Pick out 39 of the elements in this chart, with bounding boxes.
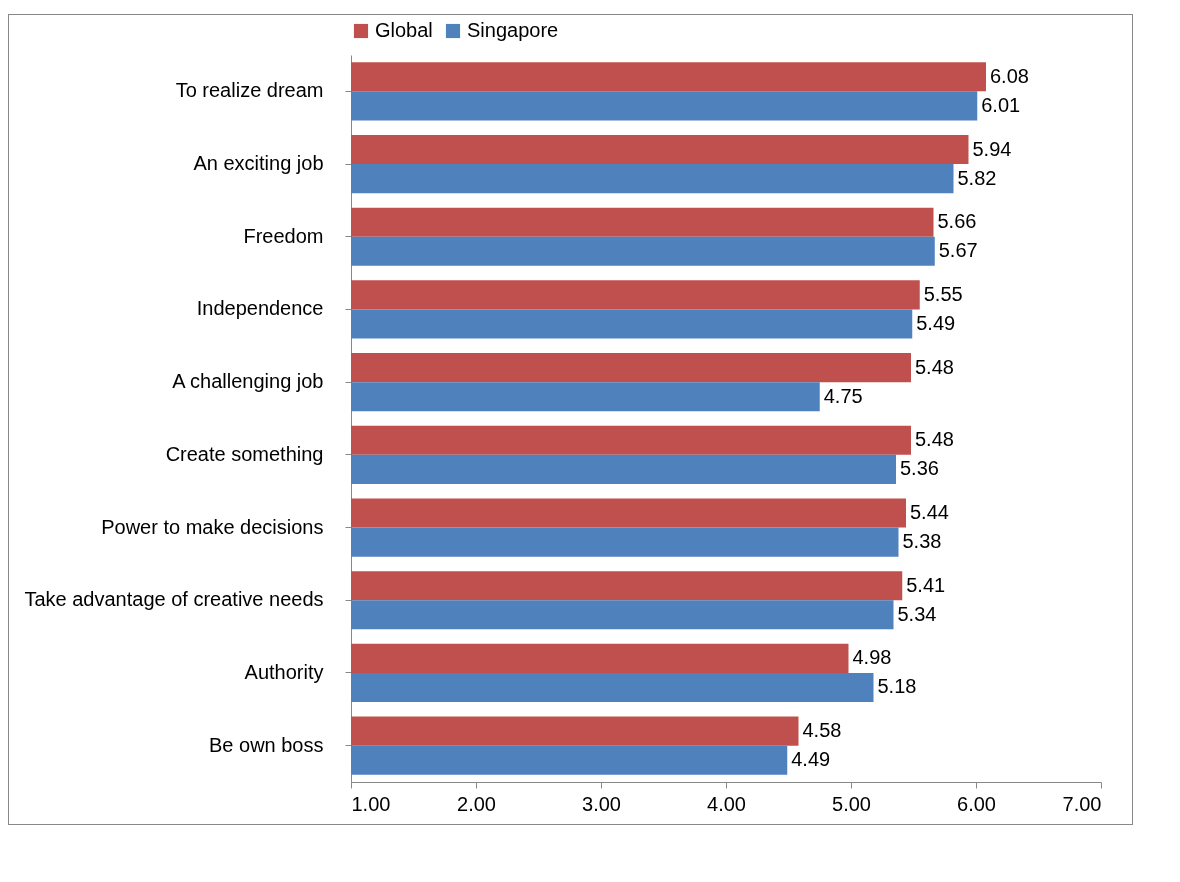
x-tick-label: 2.00 [457,792,496,815]
data-label: 6.08 [990,64,1029,87]
y-tick-label: A challenging job [172,370,324,393]
data-label: 5.44 [910,501,949,524]
legend-label: Singapore [467,19,559,41]
data-label: 5.48 [915,355,954,378]
x-tick-label: 4.00 [707,792,746,815]
data-label: 5.49 [916,311,956,334]
x-tick-label: 3.00 [582,792,621,815]
data-label: 5.82 [957,166,997,189]
y-tick-label: Independence [196,297,324,320]
data-label: 5.34 [897,602,937,625]
data-label: 4.75 [823,384,863,407]
data-label: 5.66 [937,210,977,233]
y-tick-label: Be own boss [208,733,324,756]
y-tick-label: Freedom [243,224,324,247]
data-label: 4.49 [791,748,831,771]
data-label: 4.98 [852,646,892,669]
x-tick-label: 1.00 [351,792,391,815]
data-label: 5.36 [900,457,939,480]
data-label: 5.38 [902,530,942,553]
data-label: 5.18 [877,675,917,698]
legend-label: Global [375,19,433,41]
x-tick-label: 5.00 [832,792,871,815]
data-label: 5.48 [915,428,954,451]
data-label: 6.01 [981,93,1021,116]
data-label: 5.55 [923,282,963,305]
y-tick-label: Take advantage of creative needs [24,588,324,611]
x-tick-label: 6.00 [957,792,996,815]
x-tick-label: 7.00 [1062,792,1102,815]
y-tick-label: To realize dream [175,79,324,102]
data-label: 4.58 [802,719,842,742]
data-label: 5.94 [972,137,1012,160]
data-label: 5.41 [906,573,946,596]
y-tick-label: An exciting job [193,152,324,175]
y-tick-label: Power to make decisions [101,515,324,538]
y-tick-label: Create something [165,442,324,465]
y-tick-label: Authority [244,660,324,683]
data-label: 5.67 [938,239,978,262]
